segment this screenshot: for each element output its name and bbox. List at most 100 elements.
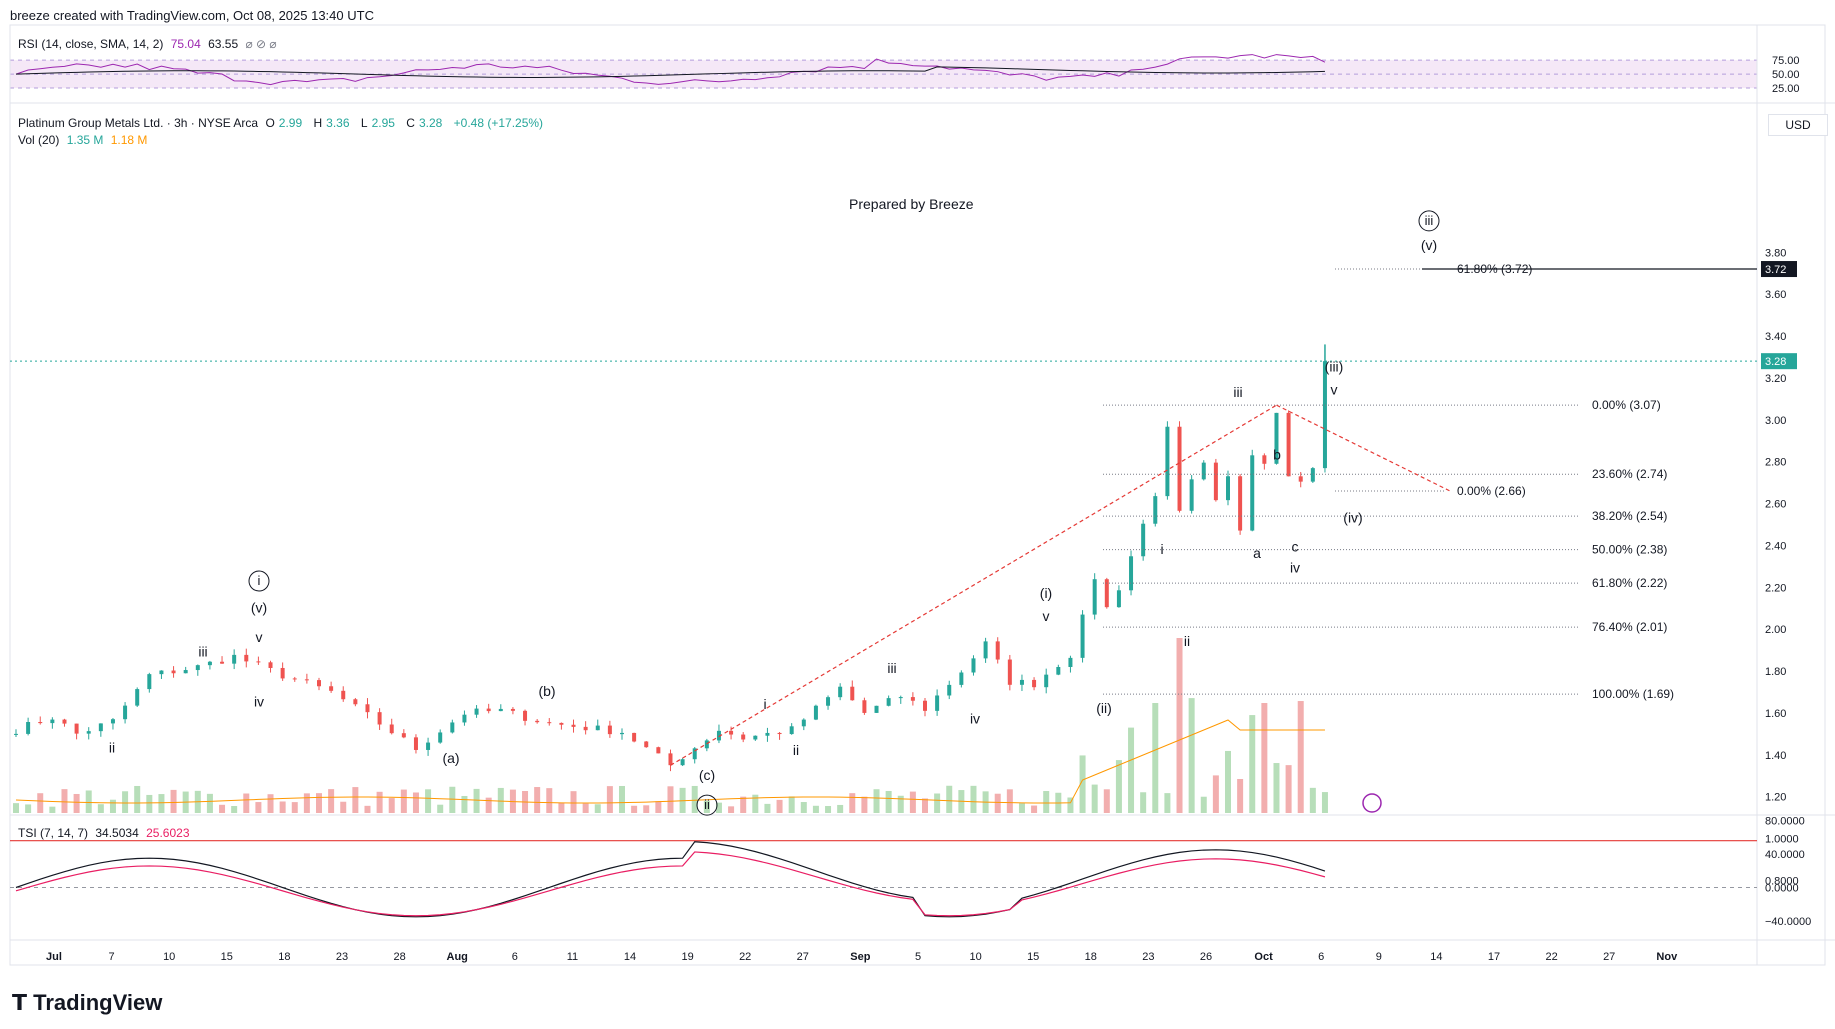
volume-bar xyxy=(715,802,722,813)
candle-body xyxy=(729,730,734,735)
volume-bar xyxy=(594,804,601,813)
volume-bar xyxy=(740,796,747,813)
wave-label: v xyxy=(256,629,263,645)
rsi-tick-label: 75.00 xyxy=(1772,55,1800,67)
volume-bar xyxy=(728,806,735,813)
rsi-legend-value1: 75.04 xyxy=(170,37,201,51)
volume-bar xyxy=(1212,775,1219,813)
candle-body xyxy=(1201,462,1206,480)
candle-body xyxy=(753,735,758,740)
volume-bar xyxy=(49,806,56,813)
volume-bar xyxy=(534,787,541,813)
candle-body xyxy=(26,721,31,734)
volume-bar xyxy=(1128,727,1135,813)
rsi-legend-icons[interactable]: ⌀ ⊘ ⌀ xyxy=(245,37,277,51)
volume-bar xyxy=(1079,755,1086,813)
lightning-icon[interactable] xyxy=(1362,793,1382,813)
volume-bar xyxy=(1200,796,1207,813)
wave-label: b xyxy=(1273,447,1281,463)
tsi-tick-label: 0.0000 xyxy=(1765,883,1799,895)
price-tick-label: 1.80 xyxy=(1765,666,1786,678)
wave-label: (v) xyxy=(1421,237,1437,253)
candle-body xyxy=(1104,579,1109,608)
watermark-text: Prepared by Breeze xyxy=(849,196,974,212)
price-tick-label: 1.20 xyxy=(1765,792,1786,804)
candle-body xyxy=(62,719,67,724)
volume-bar xyxy=(1285,765,1292,813)
volume-bar xyxy=(134,785,141,813)
candle-body xyxy=(438,732,443,743)
candle-body xyxy=(486,708,491,712)
volume-bar xyxy=(303,793,310,813)
candle-body xyxy=(620,732,624,735)
candle-body xyxy=(14,733,18,735)
currency-button[interactable]: USD xyxy=(1768,114,1828,136)
volume-bar xyxy=(909,791,916,813)
volume-legend: Vol (20) 1.35 M 1.18 M xyxy=(18,133,151,147)
volume-bar xyxy=(37,793,44,813)
candle-body xyxy=(607,725,612,735)
volume-bar xyxy=(619,785,625,813)
wave-label: (i) xyxy=(1040,585,1052,601)
tsi-tick-label: −40.0000 xyxy=(1765,916,1811,928)
volume-bar xyxy=(776,799,783,813)
high-label: H xyxy=(313,116,323,130)
volume-bar xyxy=(1176,638,1183,813)
candle-body xyxy=(535,720,540,723)
candle-body xyxy=(947,684,952,696)
volume-bar xyxy=(109,799,116,813)
candle-body xyxy=(1286,412,1291,477)
rsi-ma-line xyxy=(15,66,1325,78)
x-tick-label: 11 xyxy=(567,951,578,963)
volume-bar xyxy=(231,806,238,813)
volume-bar xyxy=(340,801,347,813)
candle-body xyxy=(983,641,988,659)
volume-bar xyxy=(1091,784,1098,813)
volume-bar xyxy=(255,802,262,813)
candle-body xyxy=(801,719,806,727)
logo-text: TradingView xyxy=(33,990,163,1015)
volume-bar xyxy=(376,791,383,813)
x-tick-label: 7 xyxy=(109,951,115,963)
low-value: 2.95 xyxy=(371,116,395,130)
volume-bar xyxy=(691,785,698,813)
fib-extension-label: 0.00% (2.66) xyxy=(1457,484,1526,498)
candle-body xyxy=(1116,590,1121,608)
volume-bar xyxy=(364,805,371,813)
x-tick-label: 14 xyxy=(624,951,636,963)
rsi-legend-name: RSI (14, close, SMA, 14, 2) xyxy=(18,37,164,51)
candle-body xyxy=(135,689,140,706)
candle-body xyxy=(220,661,225,664)
volume-bar xyxy=(243,793,250,813)
candle-body xyxy=(389,724,394,734)
candle-body xyxy=(268,662,273,668)
volume-bar xyxy=(497,787,504,813)
rsi-tick-label: 25.00 xyxy=(1772,83,1800,95)
candle-body xyxy=(1238,476,1243,531)
candle-body xyxy=(123,705,128,720)
volume-legend-name: Vol (20) xyxy=(18,133,60,147)
candle-body xyxy=(159,670,164,675)
wave-label: iii xyxy=(887,660,896,676)
volume-bar xyxy=(994,793,1001,813)
volume-bar xyxy=(655,801,662,813)
close-label: C xyxy=(406,116,415,130)
x-tick-label: 10 xyxy=(163,951,175,963)
x-tick-label: Aug xyxy=(447,951,468,963)
rsi-legend: RSI (14, close, SMA, 14, 2) 75.04 63.55 … xyxy=(18,37,281,51)
x-tick-label: Nov xyxy=(1656,951,1678,963)
wave-label: ii xyxy=(1184,633,1190,649)
volume-bar xyxy=(667,786,674,813)
candle-body xyxy=(668,753,673,766)
volume-bar xyxy=(643,805,650,813)
candle-body xyxy=(86,731,91,734)
volume-bar xyxy=(206,793,213,813)
x-tick-label: 5 xyxy=(915,951,921,963)
tsi-legend-value1: 34.5034 xyxy=(95,826,139,840)
volume-bar xyxy=(703,800,710,813)
candle-body xyxy=(450,722,455,733)
candle-body xyxy=(1165,426,1170,497)
price-tick-label: 1.60 xyxy=(1765,708,1786,720)
candle-body xyxy=(862,700,867,713)
candles-layer xyxy=(14,355,1327,772)
